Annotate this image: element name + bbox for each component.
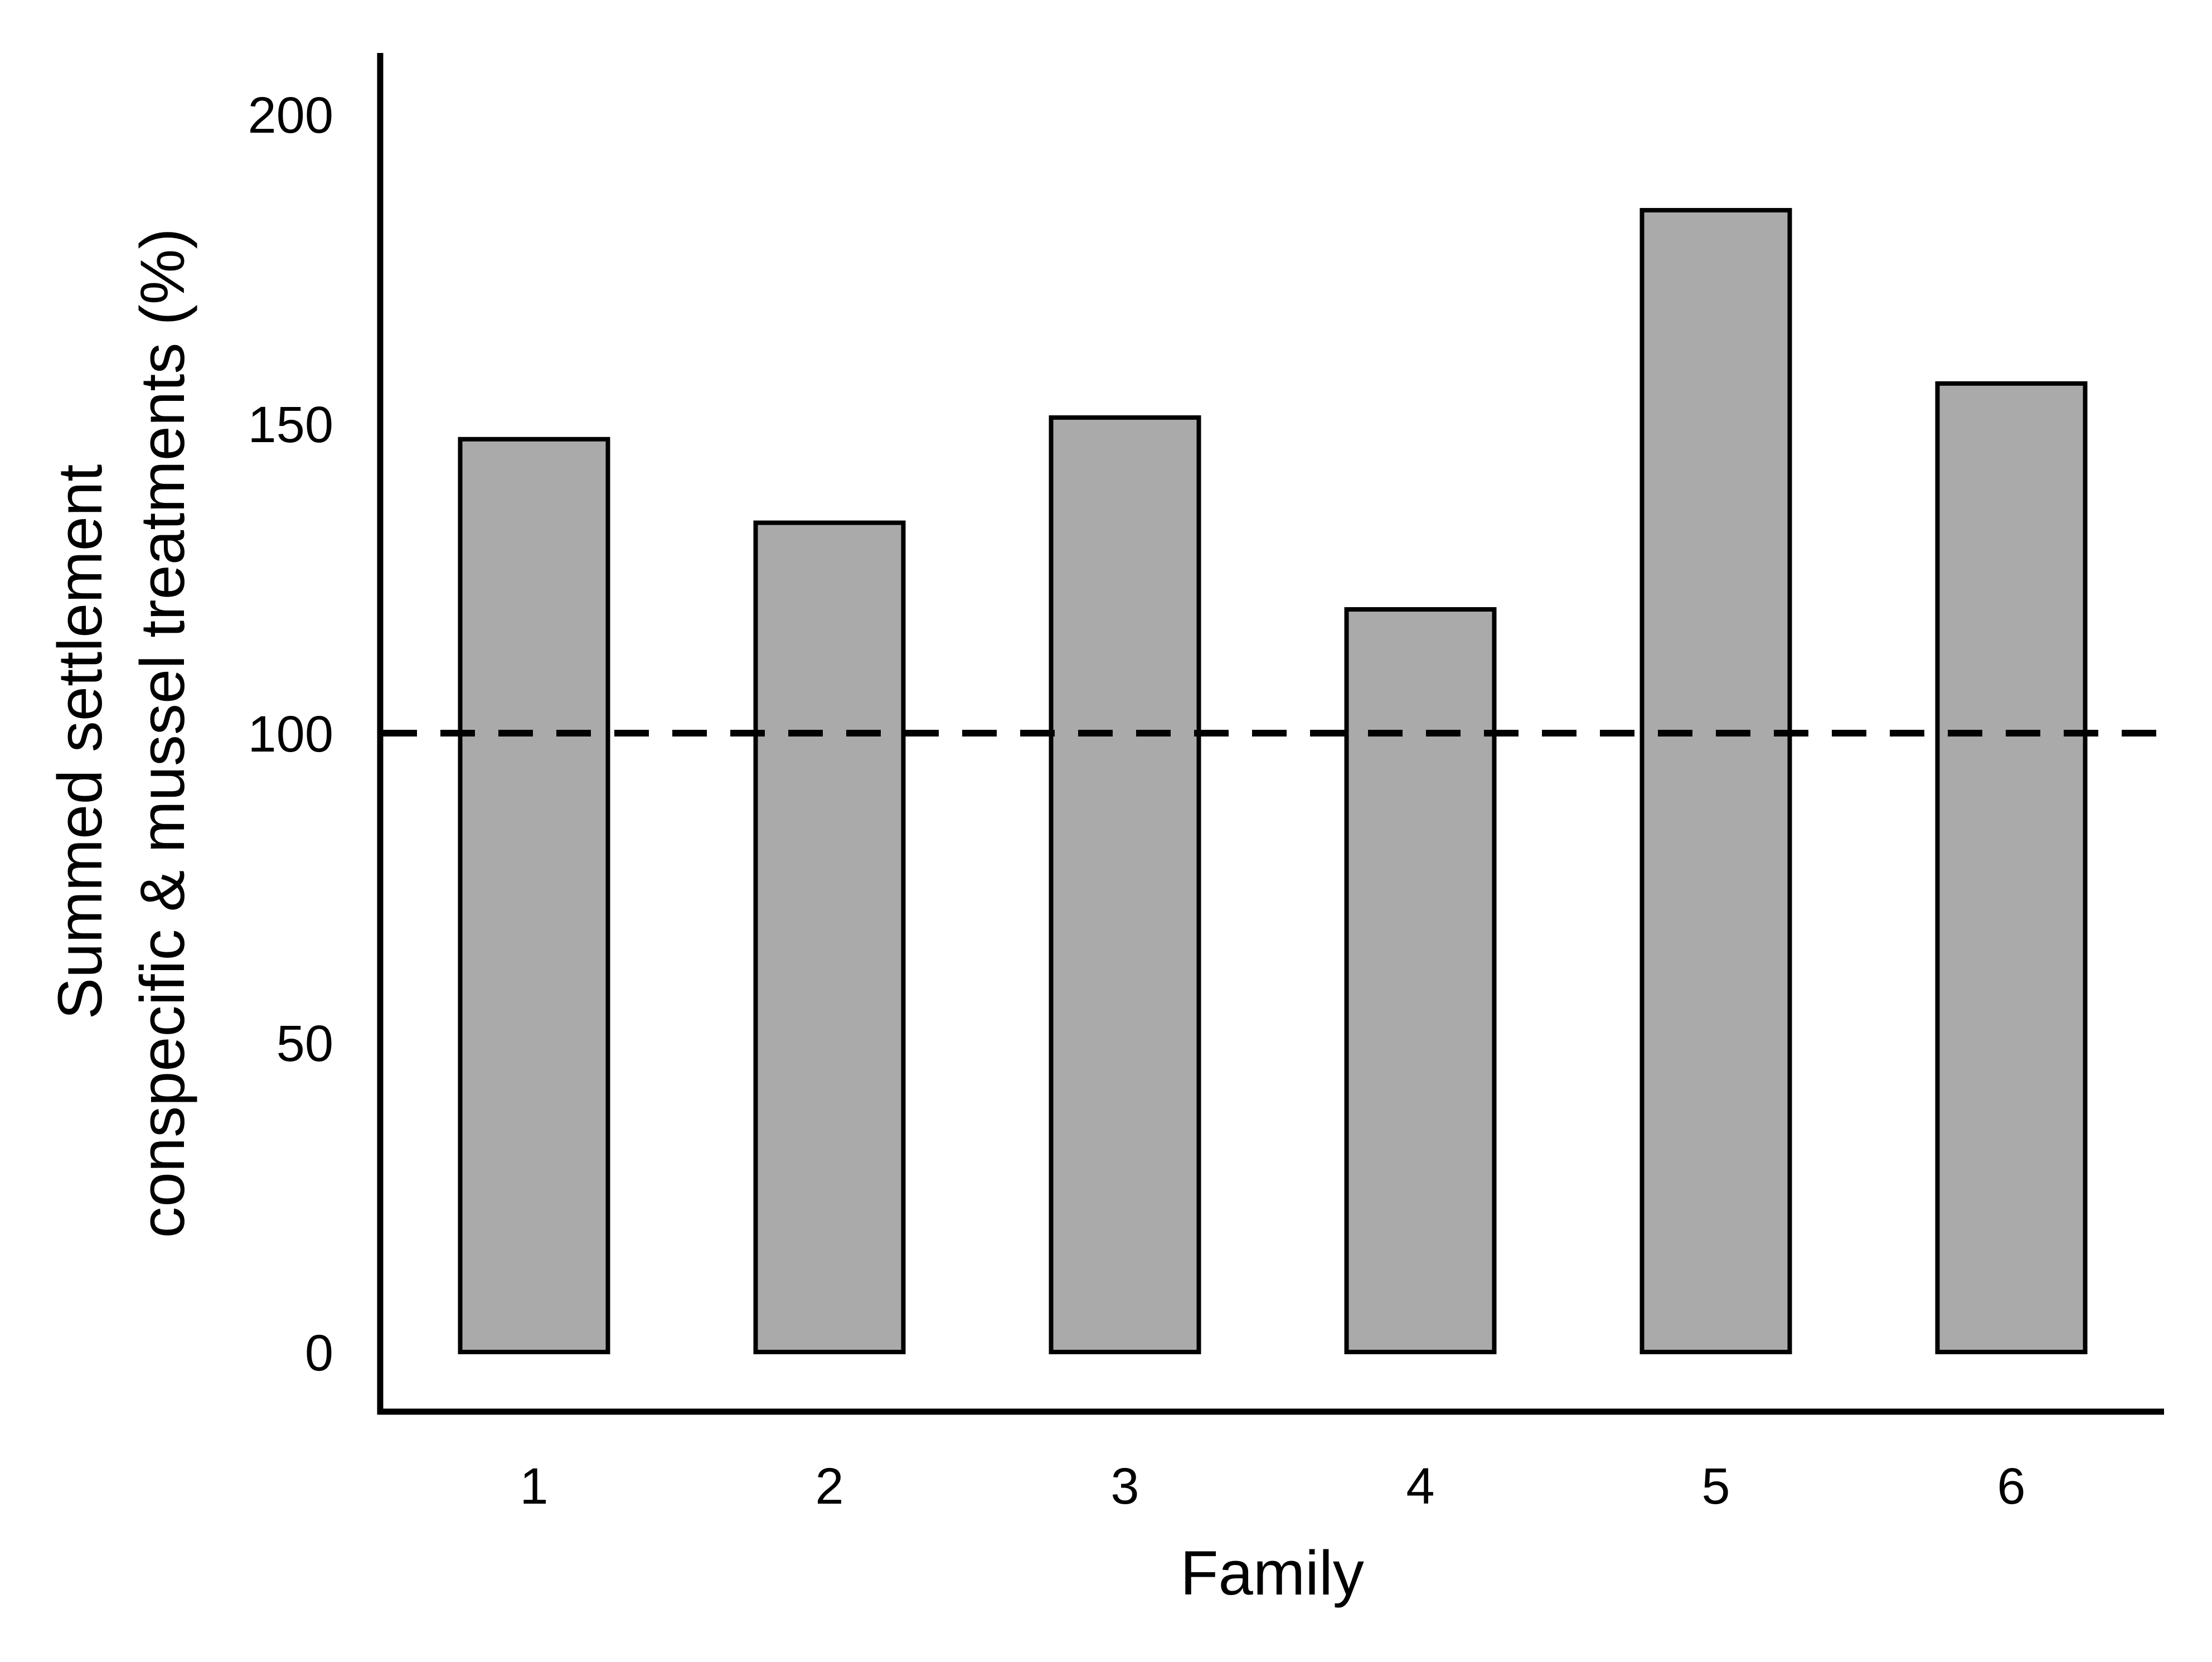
bar-family-1: [458, 437, 610, 1354]
x-tick-label-1: 1: [520, 1458, 548, 1515]
bar-family-3: [1049, 415, 1201, 1354]
x-tick-label-2: 2: [815, 1458, 843, 1515]
axes-layer: [377, 53, 2164, 1415]
x-tick-label-5: 5: [1701, 1458, 1730, 1515]
y-tick-label-0: 0: [305, 1325, 333, 1382]
y-tick-label-50: 50: [276, 1015, 333, 1072]
y-axis-title: Summed settlement conspecific & mussel t…: [45, 228, 197, 1238]
y-tick-labels: 0 50 100 150 200: [248, 87, 334, 1382]
y-tick-label-150: 150: [248, 396, 334, 453]
x-tick-labels: 1 2 3 4 5 6: [520, 1458, 2025, 1515]
y-tick-label-200: 200: [248, 87, 334, 144]
bar-family-6: [1935, 381, 2088, 1354]
bars-layer: [458, 208, 2088, 1354]
y-axis-title-line-2: conspecific & mussel treatments (%): [128, 228, 197, 1238]
y-axis-title-line-1: Summed settlement: [45, 464, 115, 1020]
bar-family-5: [1639, 208, 1792, 1354]
x-tick-label-6: 6: [1997, 1458, 2025, 1515]
x-tick-label-4: 4: [1406, 1458, 1434, 1515]
x-axis-title: Family: [1180, 1538, 1364, 1608]
y-tick-label-100: 100: [248, 706, 334, 763]
x-tick-label-3: 3: [1110, 1458, 1139, 1515]
bar-family-4: [1344, 607, 1497, 1354]
bar-family-2: [753, 520, 906, 1354]
